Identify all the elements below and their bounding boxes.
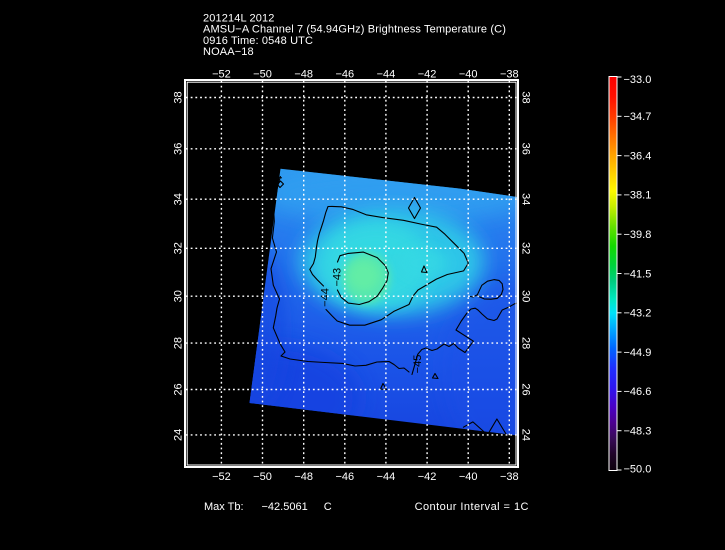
svg-text:−46: −46	[335, 471, 354, 483]
svg-text:−34.7: −34.7	[624, 111, 652, 123]
svg-text:−38: −38	[500, 69, 519, 81]
svg-text:−38: −38	[500, 471, 519, 483]
svg-text:−44: −44	[377, 471, 396, 483]
svg-text:30: 30	[173, 290, 185, 302]
svg-text:−48.3: −48.3	[624, 426, 652, 438]
svg-text:201214L 2012: 201214L 2012	[203, 13, 275, 25]
svg-text:NOAA−18: NOAA−18	[203, 46, 254, 58]
svg-text:−40: −40	[459, 471, 478, 483]
svg-text:AMSU−A Channel 7 (54.94GHz) Br: AMSU−A Channel 7 (54.94GHz) Brightness T…	[203, 24, 506, 36]
svg-text:−44: −44	[320, 288, 332, 307]
svg-text:−48: −48	[294, 471, 313, 483]
svg-text:26: 26	[173, 383, 185, 395]
svg-text:28: 28	[173, 337, 185, 349]
svg-text:24: 24	[520, 429, 532, 441]
svg-text:−44: −44	[377, 69, 396, 81]
svg-text:0916 Time: 0548 UTC: 0916 Time: 0548 UTC	[203, 35, 313, 47]
svg-text:−46.6: −46.6	[624, 386, 652, 398]
svg-text:24: 24	[173, 429, 185, 441]
svg-text:−46: −46	[335, 69, 354, 81]
svg-text:26: 26	[520, 383, 532, 395]
svg-text:−45: −45	[412, 355, 424, 374]
svg-text:30: 30	[520, 290, 532, 302]
svg-text:−42.5061: −42.5061	[262, 501, 308, 513]
svg-text:28: 28	[520, 337, 532, 349]
svg-text:32: 32	[173, 242, 185, 254]
svg-text:−40: −40	[459, 69, 478, 81]
svg-text:Max Tb:: Max Tb:	[204, 501, 244, 513]
svg-text:−52: −52	[212, 471, 231, 483]
svg-text:36: 36	[173, 143, 185, 155]
svg-text:−38.1: −38.1	[624, 190, 652, 202]
svg-text:−43: −43	[332, 268, 344, 287]
svg-text:−48: −48	[294, 69, 313, 81]
svg-text:−39.8: −39.8	[624, 229, 652, 241]
svg-text:−42: −42	[418, 471, 437, 483]
svg-text:−50: −50	[253, 69, 272, 81]
svg-text:−50.0: −50.0	[624, 463, 652, 475]
svg-text:−43.2: −43.2	[624, 308, 652, 320]
svg-text:−50: −50	[253, 471, 272, 483]
svg-text:Contour Interval = 1C: Contour Interval = 1C	[415, 501, 529, 513]
svg-text:−44.9: −44.9	[624, 347, 652, 359]
svg-text:−52: −52	[212, 69, 231, 81]
svg-text:−36.4: −36.4	[624, 150, 652, 162]
svg-text:38: 38	[520, 91, 532, 103]
svg-text:−41.5: −41.5	[624, 268, 652, 280]
svg-text:−42: −42	[418, 69, 437, 81]
svg-text:34: 34	[520, 193, 532, 205]
svg-text:−33.0: −33.0	[624, 74, 652, 86]
svg-text:34: 34	[173, 193, 185, 205]
svg-text:38: 38	[173, 91, 185, 103]
svg-text:36: 36	[520, 143, 532, 155]
svg-text:C: C	[324, 501, 332, 513]
svg-text:32: 32	[520, 242, 532, 254]
